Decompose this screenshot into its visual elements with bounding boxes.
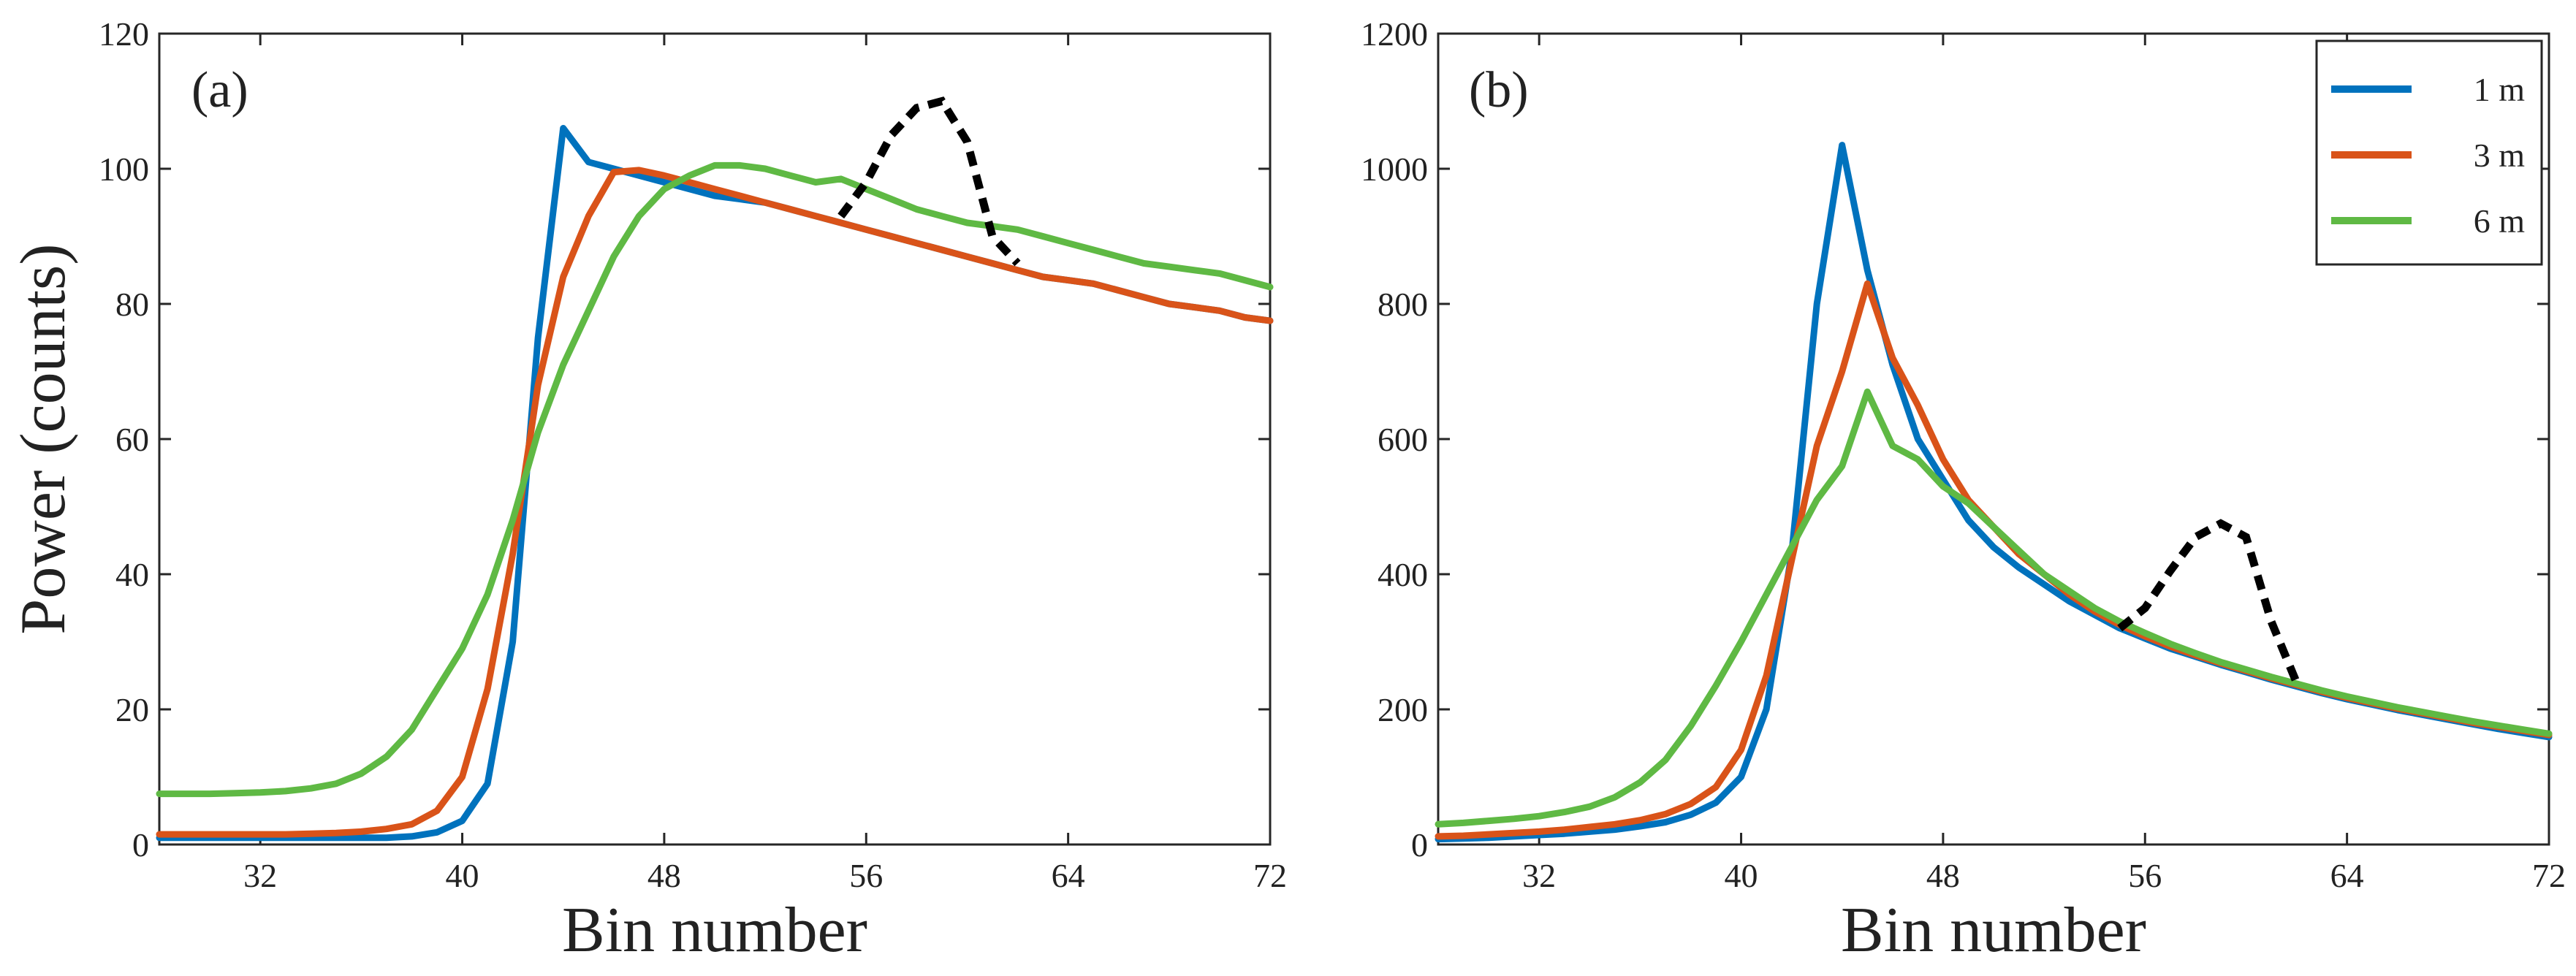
panel-a-series-6m-line — [156, 161, 1274, 798]
y-tick-label: 800 — [1378, 286, 1428, 323]
legend-label-6m: 6 m — [2474, 202, 2526, 240]
y-tick-label: 1200 — [1361, 15, 1428, 53]
x-tick-label: 64 — [2330, 857, 2364, 894]
x-tick-label: 32 — [243, 857, 277, 894]
x-tick-label: 48 — [1926, 857, 1960, 894]
panel-b-label: (b) — [1469, 62, 1529, 118]
x-tick-label: 56 — [2128, 857, 2162, 894]
panel-a-series-3m-line — [156, 167, 1274, 838]
x-tick-label: 64 — [1052, 857, 1085, 894]
x-tick-label: 72 — [1253, 857, 1287, 894]
x-tick-label: 40 — [446, 857, 479, 894]
y-tick-label: 1000 — [1361, 150, 1428, 188]
panel-a-series — [156, 96, 1274, 842]
legend-label-3m: 3 m — [2474, 137, 2526, 174]
panel-b-series — [1435, 142, 2553, 843]
panel-b-ticks: 32 40 48 56 64 72 0 200 400 600 800 1000 1200 — [1361, 15, 2566, 894]
y-tick-label: 400 — [1378, 556, 1428, 593]
y-tick-label: 120 — [99, 15, 149, 53]
panel-a-ghost-peak-line — [837, 96, 1021, 267]
y-tick-label: 60 — [115, 421, 149, 458]
panel-a-chart: 32 40 48 56 64 72 0 20 40 60 80 100 120 (a) Bin numb… — [8, 15, 1287, 966]
panel-b-ghost-peak-line — [2117, 519, 2300, 685]
panel-a-x-axis-title: Bin number — [562, 895, 867, 966]
y-tick-label: 80 — [115, 286, 149, 323]
legend: 1 m 3 m 6 m — [2315, 39, 2543, 266]
legend-label-1m: 1 m — [2474, 71, 2526, 108]
y-tick-label: 100 — [99, 150, 149, 188]
x-tick-label: 72 — [2532, 857, 2566, 894]
panel-b-series-6m-line — [1435, 388, 2553, 828]
y-tick-label: 20 — [115, 691, 149, 728]
x-tick-label: 48 — [647, 857, 681, 894]
panel-a-y-axis-title: Power (counts) — [8, 243, 79, 634]
panel-a-ticks: 32 40 48 56 64 72 0 20 40 60 80 100 120 — [99, 15, 1287, 894]
y-tick-label: 0 — [1411, 826, 1428, 863]
y-tick-label: 40 — [115, 556, 149, 593]
y-tick-label: 600 — [1378, 421, 1428, 458]
x-tick-label: 56 — [849, 857, 883, 894]
panel-b-chart: 32 40 48 56 64 72 0 200 400 600 800 1000 1200 (b) Bi… — [1361, 15, 2566, 966]
y-tick-label: 200 — [1378, 691, 1428, 728]
y-tick-label: 0 — [132, 826, 149, 863]
panel-a-label: (a) — [191, 62, 248, 118]
x-tick-label: 40 — [1725, 857, 1758, 894]
x-tick-label: 32 — [1522, 857, 1556, 894]
panel-b-x-axis-title: Bin number — [1841, 895, 2146, 966]
